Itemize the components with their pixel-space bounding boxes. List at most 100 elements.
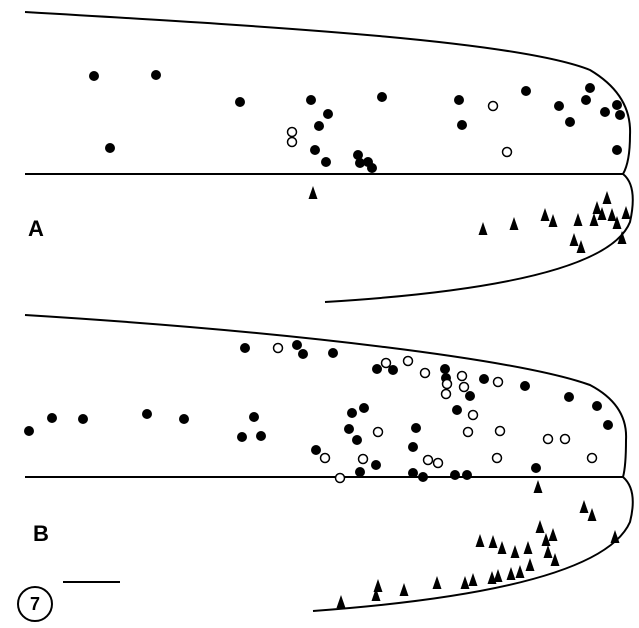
filled-dot <box>256 431 266 441</box>
triangle <box>533 480 543 493</box>
triangle <box>460 576 470 589</box>
open-dot <box>586 452 598 464</box>
filled-dot <box>347 408 357 418</box>
triangle <box>548 528 558 541</box>
upper-outline <box>24 11 632 175</box>
filled-dot <box>531 463 541 473</box>
triangle <box>373 579 383 592</box>
triangle <box>617 231 627 244</box>
filled-dot <box>450 470 460 480</box>
filled-dot <box>47 413 57 423</box>
upper-outline <box>24 314 628 478</box>
filled-dot <box>465 391 475 401</box>
filled-dot <box>311 445 321 455</box>
filled-dot <box>612 145 622 155</box>
panel-a: A <box>24 11 634 303</box>
filled-dot <box>581 95 591 105</box>
filled-dot <box>353 150 363 160</box>
open-dot <box>402 355 414 367</box>
open-dot <box>372 426 384 438</box>
filled-dot <box>565 117 575 127</box>
filled-dot <box>440 364 450 374</box>
triangle <box>488 535 498 548</box>
open-dot <box>334 472 346 484</box>
triangle <box>515 565 525 578</box>
filled-dot <box>603 420 613 430</box>
filled-dot <box>411 423 421 433</box>
open-dot <box>357 453 369 465</box>
triangle <box>579 500 589 513</box>
open-dot <box>432 457 444 469</box>
filled-dot <box>105 143 115 153</box>
filled-dot <box>249 412 259 422</box>
filled-dot <box>452 405 462 415</box>
triangle <box>432 576 442 589</box>
lower-outline <box>324 173 634 303</box>
open-dot <box>559 433 571 445</box>
filled-dot <box>454 95 464 105</box>
open-dot <box>542 433 554 445</box>
filled-dot <box>352 435 362 445</box>
filled-dot <box>359 403 369 413</box>
triangle <box>541 533 551 546</box>
triangle <box>487 571 497 584</box>
open-dot <box>440 388 452 400</box>
filled-dot <box>372 364 382 374</box>
filled-dot <box>554 101 564 111</box>
triangle <box>468 573 478 586</box>
panel-b: B <box>24 314 634 612</box>
filled-dot <box>520 381 530 391</box>
filled-dot <box>367 163 377 173</box>
triangle <box>336 595 346 608</box>
filled-dot <box>235 97 245 107</box>
triangle <box>589 213 599 226</box>
filled-dot <box>298 349 308 359</box>
open-dot <box>286 126 298 138</box>
triangle <box>308 186 318 199</box>
filled-dot <box>89 71 99 81</box>
filled-dot <box>408 442 418 452</box>
filled-dot <box>592 401 602 411</box>
triangle <box>497 541 507 554</box>
triangle <box>576 240 586 253</box>
triangle <box>543 545 553 558</box>
filled-dot <box>328 348 338 358</box>
filled-dot <box>142 409 152 419</box>
open-dot <box>456 370 468 382</box>
triangle <box>475 534 485 547</box>
panel-label: B <box>33 521 49 546</box>
open-dot <box>491 452 503 464</box>
triangle <box>506 567 516 580</box>
open-dot <box>494 425 506 437</box>
filled-dot <box>78 414 88 424</box>
triangle <box>535 520 545 533</box>
triangle <box>523 541 533 554</box>
open-dot <box>487 100 499 112</box>
figure-number-circle <box>17 586 53 622</box>
filled-dot <box>321 157 331 167</box>
filled-dot <box>355 158 365 168</box>
open-dot <box>462 426 474 438</box>
filled-dot <box>585 83 595 93</box>
triangle <box>509 217 519 230</box>
filled-dot <box>151 70 161 80</box>
filled-dot <box>314 121 324 131</box>
filled-dot <box>600 107 610 117</box>
triangle <box>493 569 503 582</box>
filled-dot <box>24 426 34 436</box>
filled-dot <box>371 460 381 470</box>
filled-dot <box>462 470 472 480</box>
filled-dot <box>344 424 354 434</box>
triangle <box>550 553 560 566</box>
triangle <box>587 508 597 521</box>
filled-dot <box>408 468 418 478</box>
open-dot <box>458 381 470 393</box>
triangle <box>510 545 520 558</box>
triangle <box>607 208 617 221</box>
triangle <box>525 558 535 571</box>
filled-dot <box>310 145 320 155</box>
filled-dot <box>521 86 531 96</box>
open-dot <box>286 136 298 148</box>
figure-number: 7 <box>30 594 40 614</box>
triangle <box>371 588 381 601</box>
